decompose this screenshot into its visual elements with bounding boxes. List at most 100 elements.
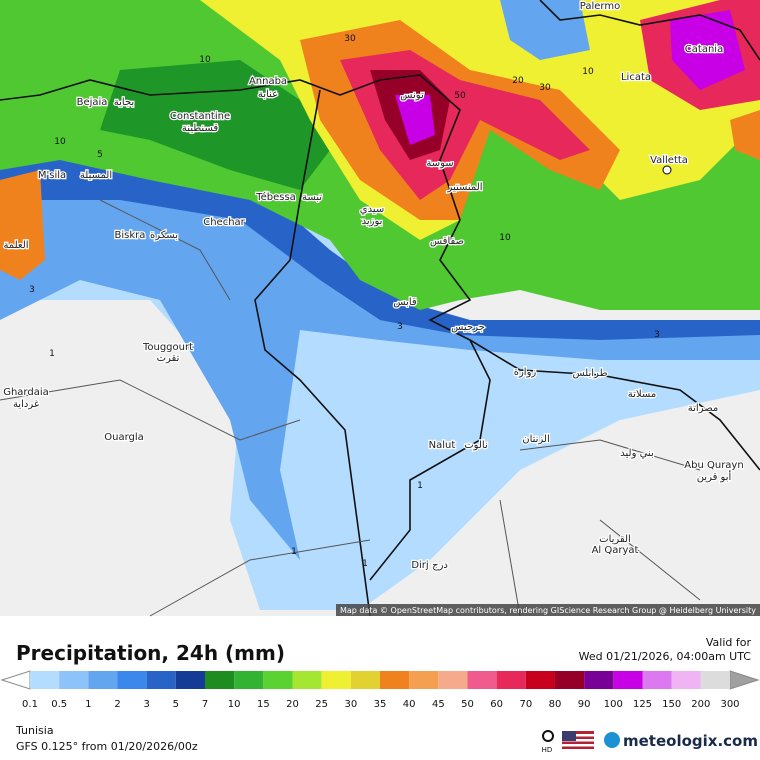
legend-tick-label: 50: [461, 699, 474, 710]
contour-label: 10: [54, 137, 66, 147]
place-label: المسيلة: [80, 170, 112, 181]
legend-swatch: [613, 671, 643, 689]
legend-swatch: [263, 671, 293, 689]
place-label: Abu Qurayn: [684, 460, 743, 471]
place-label: Al Qaryat: [592, 545, 639, 556]
legend-swatch: [380, 671, 410, 689]
legend-tick-label: 10: [228, 699, 241, 710]
legend-swatch: [88, 671, 118, 689]
legend-swatch: [205, 671, 235, 689]
place-label: Dirj: [411, 560, 428, 571]
legend-arrow: [729, 670, 760, 690]
legend-tick-label: 150: [662, 699, 681, 710]
legend-arrow: [0, 670, 31, 690]
place-label: سوسة: [426, 158, 453, 169]
region-border: [0, 199, 701, 617]
legend-swatch: [671, 671, 701, 689]
place-label: القريات: [599, 534, 631, 545]
legend-tick-label: 40: [403, 699, 416, 710]
legend-tick-label: 15: [257, 699, 270, 710]
logo-icon: [604, 732, 620, 748]
legend-swatch: [409, 671, 439, 689]
legend-swatch: [467, 671, 497, 689]
place-label: Bejaia: [77, 97, 108, 108]
precip-area: [100, 60, 330, 190]
place-label: غرداية: [13, 399, 39, 410]
place-label: M'sila: [38, 170, 66, 181]
footer: Precipitation, 24h (mm) Valid for Wed 01…: [0, 636, 760, 754]
legend-swatch: [117, 671, 147, 689]
place-label: Biskra: [115, 230, 146, 241]
place-label: درج: [432, 560, 448, 571]
attribution-bg: [336, 604, 760, 616]
model-info: GFS 0.125° from 01/20/2026/00z: [16, 740, 198, 753]
legend-tick-label: 90: [578, 699, 591, 710]
legend-swatch: [146, 671, 176, 689]
border: [369, 339, 491, 581]
precip-area: [670, 10, 745, 90]
place-label: تونس: [400, 90, 424, 101]
precip-area: [500, 0, 590, 60]
legend-swatch: [321, 671, 351, 689]
border: [254, 89, 371, 617]
legend-tick-label: 1: [85, 699, 91, 710]
legend-tick-label: 7: [202, 699, 208, 710]
contour-label: 50: [454, 91, 466, 101]
place-label: Palermo: [580, 1, 620, 12]
legend-tick-label: 45: [432, 699, 445, 710]
legend-tick-label: 20: [286, 699, 299, 710]
title: Precipitation, 24h (mm): [16, 641, 285, 665]
legend-swatch: [555, 671, 585, 689]
contour-label: 5: [97, 150, 103, 160]
place-label: العلمة: [3, 240, 28, 251]
place-label: Touggourt: [142, 342, 193, 353]
valid-label: Valid for: [706, 636, 752, 649]
contour-label: 1: [362, 559, 368, 569]
place-label: Catania: [685, 44, 723, 55]
legend: 0.1 0.5 1 2 3 5 7 10 15 20 25 30 35 40 45 50 60 70 80 90 100…: [22, 671, 740, 710]
coastline: [539, 0, 760, 61]
flag: [562, 731, 594, 749]
place-label: بجاية: [114, 97, 134, 108]
place-label: Valletta: [650, 155, 688, 166]
legend-swatch: [234, 671, 264, 689]
place-label: مسلاتة: [628, 389, 656, 400]
place-label: الزنتان: [522, 434, 550, 445]
legend-tick-label: 100: [604, 699, 623, 710]
coastline: [0, 74, 760, 471]
contour-label: 1: [49, 349, 55, 359]
place-label: تقرت: [157, 353, 180, 364]
contour-label: 10: [199, 55, 211, 65]
legend-swatch: [175, 671, 205, 689]
place-label: Ghardaia: [3, 387, 49, 398]
legend-tick-label: 30: [344, 699, 357, 710]
place-label: سيدي: [360, 204, 384, 215]
map: Map data © OpenStreetMap contributors, r…: [0, 0, 760, 617]
valid-time: Wed 01/21/2026, 04:00am UTC: [579, 650, 752, 663]
legend-swatch: [642, 671, 672, 689]
legend-tick-label: 3: [143, 699, 149, 710]
legend-tick-label: 200: [691, 699, 710, 710]
brand: meteologix.com: [623, 732, 758, 750]
contour-label: 1: [417, 481, 423, 491]
place-label: بوزيد: [362, 216, 383, 227]
legend-tick-label: 5: [173, 699, 179, 710]
place-label: زوارة: [514, 367, 537, 378]
region: Tunisia: [15, 724, 54, 737]
city-marker: [662, 165, 672, 175]
place-label: بسكرة: [150, 230, 178, 241]
place-label: بني وليد: [620, 448, 653, 459]
legend-tick-label: 70: [519, 699, 532, 710]
contour-label: 3: [29, 285, 35, 295]
legend-tick-label: 25: [315, 699, 328, 710]
precip-area: [0, 170, 45, 280]
legend-tick-label: 2: [114, 699, 120, 710]
precip-area: [730, 110, 760, 160]
legend-tick-label: 0.5: [51, 699, 67, 710]
precip-area: [0, 140, 760, 340]
place-label: جرجيس: [451, 322, 485, 333]
place-label: قسنطينة: [182, 123, 219, 134]
legend-swatch: [700, 671, 730, 689]
legend-swatch: [292, 671, 322, 689]
